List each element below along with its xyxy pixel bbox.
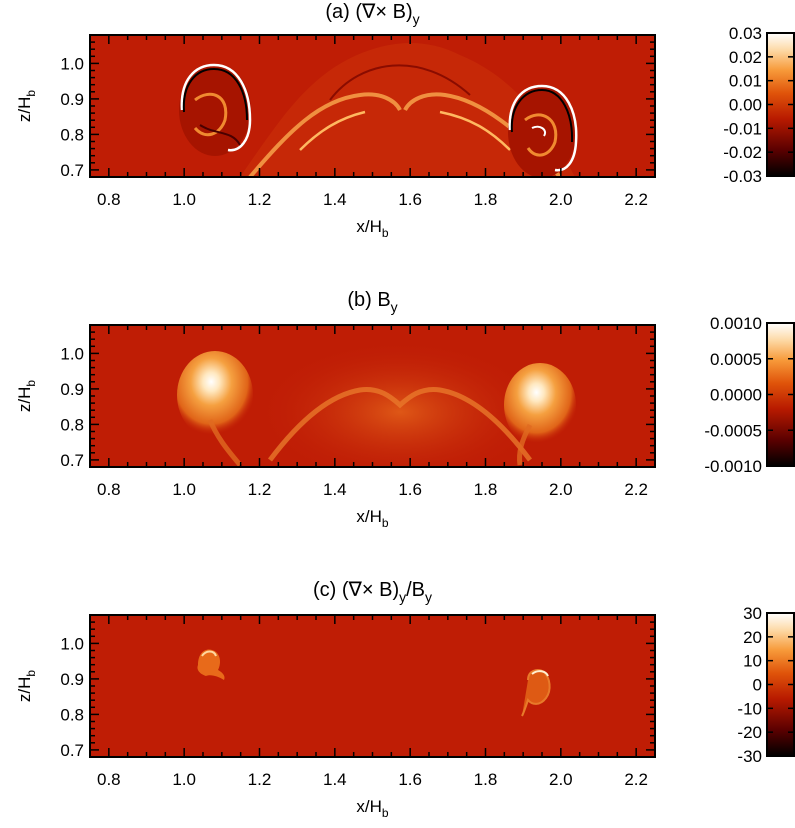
x-tick-label: 1.8 xyxy=(474,190,498,209)
y-tick-label: 0.8 xyxy=(60,125,84,144)
colorbar-tick-label: 10 xyxy=(743,652,762,671)
colorbar-tick-label: 20 xyxy=(743,628,762,647)
x-axis-label: x/Hb xyxy=(356,797,389,820)
panel-c: 0.8 1.0 1.2 1.4 1.6 1.8 2.0 2.2 0.7 0.8 0.9 1.0 (c) … xyxy=(15,579,795,820)
colorbar-tick-label: -0.0010 xyxy=(704,457,762,476)
x-tick-label: 2.2 xyxy=(624,190,648,209)
y-tick-label: 1.0 xyxy=(60,54,84,73)
x-tick-label: 2.0 xyxy=(549,770,573,789)
heatmap-features xyxy=(177,342,576,467)
heatmap-field xyxy=(90,615,655,757)
panel-title: (b) By xyxy=(347,289,397,315)
x-tick-label: 2.0 xyxy=(549,190,573,209)
colorbar-tick-label: 0.02 xyxy=(729,48,762,67)
x-tick-label: 2.2 xyxy=(624,480,648,499)
colorbar-tick-label: 30 xyxy=(743,604,762,623)
x-tick-label: 1.4 xyxy=(323,480,347,499)
y-tick-label: 0.9 xyxy=(60,670,84,689)
x-tick-label: 2.0 xyxy=(549,480,573,499)
x-axis-label: x/Hb xyxy=(356,217,389,240)
x-tick-label: 1.8 xyxy=(474,480,498,499)
colorbar-tick-label: 0.0010 xyxy=(710,314,762,333)
y-tick-label: 0.8 xyxy=(60,705,84,724)
colorbar-tick-label: -0.03 xyxy=(723,167,762,186)
colorbar-tick-label: 0.00 xyxy=(729,96,762,115)
x-tick-label: 0.8 xyxy=(97,480,121,499)
colorbar-tick-label: -0.01 xyxy=(723,119,762,138)
x-tick-label: 1.6 xyxy=(398,190,422,209)
panel-title: (a) (∇× B)y xyxy=(325,1,419,27)
colorbar-tick-label: -10 xyxy=(737,699,762,718)
x-tick-label: 1.0 xyxy=(172,190,196,209)
colorbar-tick-label: 0 xyxy=(753,676,762,695)
x-tick-label: 1.4 xyxy=(323,770,347,789)
x-tick-label: 1.0 xyxy=(172,480,196,499)
heatmap-features xyxy=(197,649,551,717)
x-tick-label: 0.8 xyxy=(97,770,121,789)
heatmap-features xyxy=(179,43,578,177)
x-tick-label: 0.8 xyxy=(97,190,121,209)
colorbar-tick-label: 0.03 xyxy=(729,24,762,43)
colorbar-tick-label: 0.01 xyxy=(729,72,762,91)
x-tick-label: 1.2 xyxy=(248,770,272,789)
y-tick-label: 0.8 xyxy=(60,415,84,434)
colorbar-tick-label: 0.0005 xyxy=(710,350,762,369)
colorbar-tick-label: -20 xyxy=(737,723,762,742)
colorbar-tick-label: -0.02 xyxy=(723,143,762,162)
x-tick-label: 1.0 xyxy=(172,770,196,789)
x-tick-label: 2.2 xyxy=(624,770,648,789)
y-axis-label: z/Hb xyxy=(15,380,38,413)
y-tick-label: 0.7 xyxy=(60,741,84,760)
colorbar-tick-label: -30 xyxy=(737,747,762,766)
colorbar-tick-label: -0.0005 xyxy=(704,421,762,440)
x-tick-label: 1.8 xyxy=(474,770,498,789)
x-axis-label: x/Hb xyxy=(356,507,389,530)
x-tick-label: 1.6 xyxy=(398,480,422,499)
panel-a: 0.8 1.0 1.2 1.4 1.6 1.8 2.0 2.2 0.7 0.8 0.9 1.0 (a) … xyxy=(15,1,795,240)
x-tick-label: 1.2 xyxy=(248,480,272,499)
y-tick-label: 0.7 xyxy=(60,161,84,180)
colorbar-tick-label: 0.0000 xyxy=(710,386,762,405)
x-tick-label: 1.4 xyxy=(323,190,347,209)
y-tick-label: 1.0 xyxy=(60,344,84,363)
y-tick-label: 0.7 xyxy=(60,451,84,470)
y-axis-label: z/Hb xyxy=(15,670,38,703)
y-tick-label: 0.9 xyxy=(60,90,84,109)
panel-b: 0.8 1.0 1.2 1.4 1.6 1.8 2.0 2.2 0.7 0.8 0.9 1.0 (b) … xyxy=(15,289,795,530)
x-tick-label: 1.2 xyxy=(248,190,272,209)
y-tick-label: 1.0 xyxy=(60,634,84,653)
y-axis-label: z/Hb xyxy=(15,90,38,123)
panel-title: (c) (∇× B)y/By xyxy=(313,579,432,605)
x-tick-label: 1.6 xyxy=(398,770,422,789)
y-tick-label: 0.9 xyxy=(60,380,84,399)
